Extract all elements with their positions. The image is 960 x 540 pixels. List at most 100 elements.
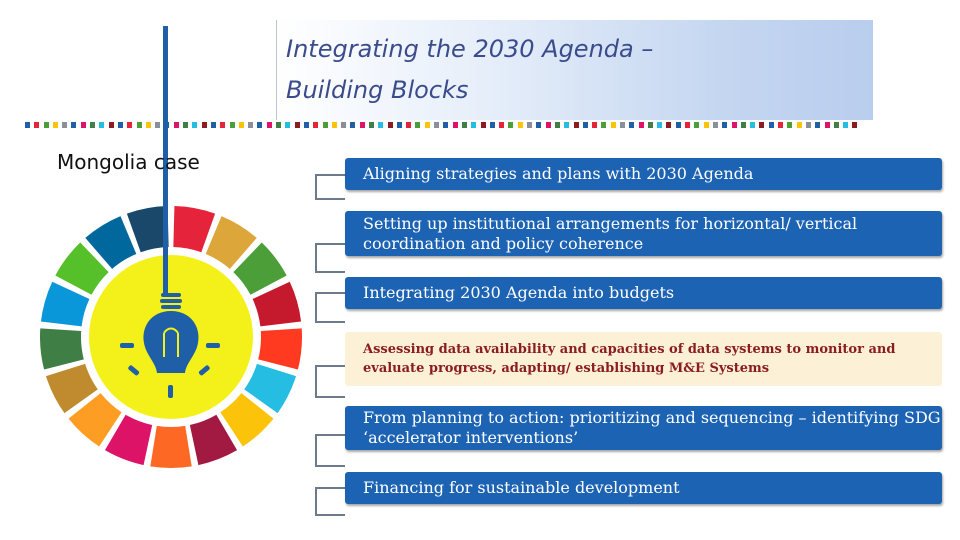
divider-dot bbox=[127, 122, 133, 128]
sdg-segment bbox=[68, 393, 122, 447]
divider-dot bbox=[768, 122, 774, 128]
divider-dot bbox=[796, 122, 802, 128]
divider-dot bbox=[852, 122, 858, 128]
connector-bracket bbox=[315, 365, 345, 398]
connector-bracket bbox=[315, 487, 345, 516]
divider-dot bbox=[554, 122, 560, 128]
sdg-segment bbox=[85, 216, 137, 269]
divider-dot bbox=[136, 122, 142, 128]
divider-dot bbox=[266, 122, 272, 128]
sdg-segment bbox=[126, 206, 169, 253]
sdg-segment bbox=[40, 328, 84, 370]
divider-dot bbox=[564, 122, 570, 128]
divider-dot bbox=[80, 122, 86, 128]
divider-dot bbox=[471, 122, 477, 128]
divider-dot bbox=[694, 122, 700, 128]
sdg-segment bbox=[244, 363, 297, 414]
divider-dot bbox=[685, 122, 691, 128]
divider-dot bbox=[657, 122, 663, 128]
sdg-segment bbox=[150, 425, 192, 468]
sdg-segment bbox=[220, 393, 274, 447]
building-block-5: From planning to action: prioritizing an… bbox=[345, 406, 942, 450]
divider-dot bbox=[406, 122, 412, 128]
divider-dot bbox=[387, 122, 393, 128]
divider-dot bbox=[192, 122, 198, 128]
divider-dot bbox=[396, 122, 402, 128]
divider-dot bbox=[331, 122, 337, 128]
divider-dot bbox=[759, 122, 765, 128]
divider-dot bbox=[489, 122, 495, 128]
divider-dot bbox=[155, 122, 161, 128]
divider-dot bbox=[71, 122, 77, 128]
divider-dot bbox=[740, 122, 746, 128]
block-text: Aligning strategies and plans with 2030 … bbox=[363, 164, 754, 183]
bulb-cord bbox=[163, 26, 168, 294]
divider-dot bbox=[675, 122, 681, 128]
divider-dot bbox=[443, 122, 449, 128]
divider-dot bbox=[378, 122, 384, 128]
divider-dot bbox=[434, 122, 440, 128]
divider-dot bbox=[805, 122, 811, 128]
divider-dot bbox=[25, 122, 30, 128]
divider-dot bbox=[629, 122, 635, 128]
building-block-4: Assessing data availability and capaciti… bbox=[345, 332, 942, 386]
divider-dot bbox=[415, 122, 421, 128]
divider-dot bbox=[647, 122, 653, 128]
sdg-segment bbox=[45, 363, 98, 414]
sdg-segment bbox=[104, 414, 153, 466]
title-line-1: Integrating the 2030 Agenda – bbox=[286, 35, 654, 63]
divider-dot bbox=[638, 122, 644, 128]
divider-dot bbox=[341, 122, 347, 128]
divider-dot bbox=[108, 122, 114, 128]
divider-dot bbox=[703, 122, 709, 128]
block-text: From planning to action: prioritizing an… bbox=[363, 408, 941, 447]
divider-dot bbox=[527, 122, 533, 128]
divider-dot bbox=[285, 122, 291, 128]
title-line-2: Building Blocks bbox=[286, 76, 469, 104]
divider-dot bbox=[750, 122, 756, 128]
divider-dot bbox=[517, 122, 523, 128]
block-text: Financing for sustainable development bbox=[363, 478, 680, 497]
divider-dot bbox=[257, 122, 263, 128]
sdg-segment bbox=[258, 328, 302, 370]
sdg-wheel-icon bbox=[40, 206, 302, 468]
case-label: Mongolia case bbox=[57, 150, 200, 174]
title-banner: Integrating the 2030 Agenda – Building B… bbox=[276, 20, 873, 120]
block-text: Integrating 2030 Agenda into budgets bbox=[363, 283, 675, 302]
divider-dot bbox=[359, 122, 365, 128]
divider-dot bbox=[43, 122, 49, 128]
divider-dot bbox=[210, 122, 216, 128]
light-bulb-icon bbox=[120, 293, 220, 398]
divider-dot bbox=[238, 122, 244, 128]
divider-dot bbox=[787, 122, 793, 128]
dotted-divider bbox=[25, 122, 860, 128]
divider-dot bbox=[833, 122, 839, 128]
connector-bracket bbox=[315, 174, 345, 200]
divider-dot bbox=[824, 122, 830, 128]
divider-dot bbox=[712, 122, 718, 128]
divider-dot bbox=[424, 122, 430, 128]
sdg-segment bbox=[40, 281, 90, 327]
connector-bracket bbox=[315, 292, 345, 323]
divider-dot bbox=[229, 122, 235, 128]
divider-dot bbox=[350, 122, 356, 128]
divider-dot bbox=[461, 122, 467, 128]
block-text: Setting up institutional arrangements fo… bbox=[363, 213, 858, 253]
divider-dot bbox=[666, 122, 672, 128]
divider-dot bbox=[592, 122, 598, 128]
sdg-segment bbox=[233, 242, 287, 295]
divider-dot bbox=[145, 122, 151, 128]
divider-dot bbox=[201, 122, 207, 128]
divider-dot bbox=[573, 122, 579, 128]
divider-dot bbox=[276, 122, 282, 128]
divider-dot bbox=[34, 122, 40, 128]
divider-dot bbox=[499, 122, 505, 128]
divider-dot bbox=[183, 122, 189, 128]
divider-dot bbox=[173, 122, 179, 128]
divider-dot bbox=[90, 122, 96, 128]
divider-dot bbox=[294, 122, 300, 128]
divider-dot bbox=[248, 122, 254, 128]
divider-dot bbox=[62, 122, 68, 128]
divider-dot bbox=[220, 122, 226, 128]
divider-dot bbox=[480, 122, 486, 128]
